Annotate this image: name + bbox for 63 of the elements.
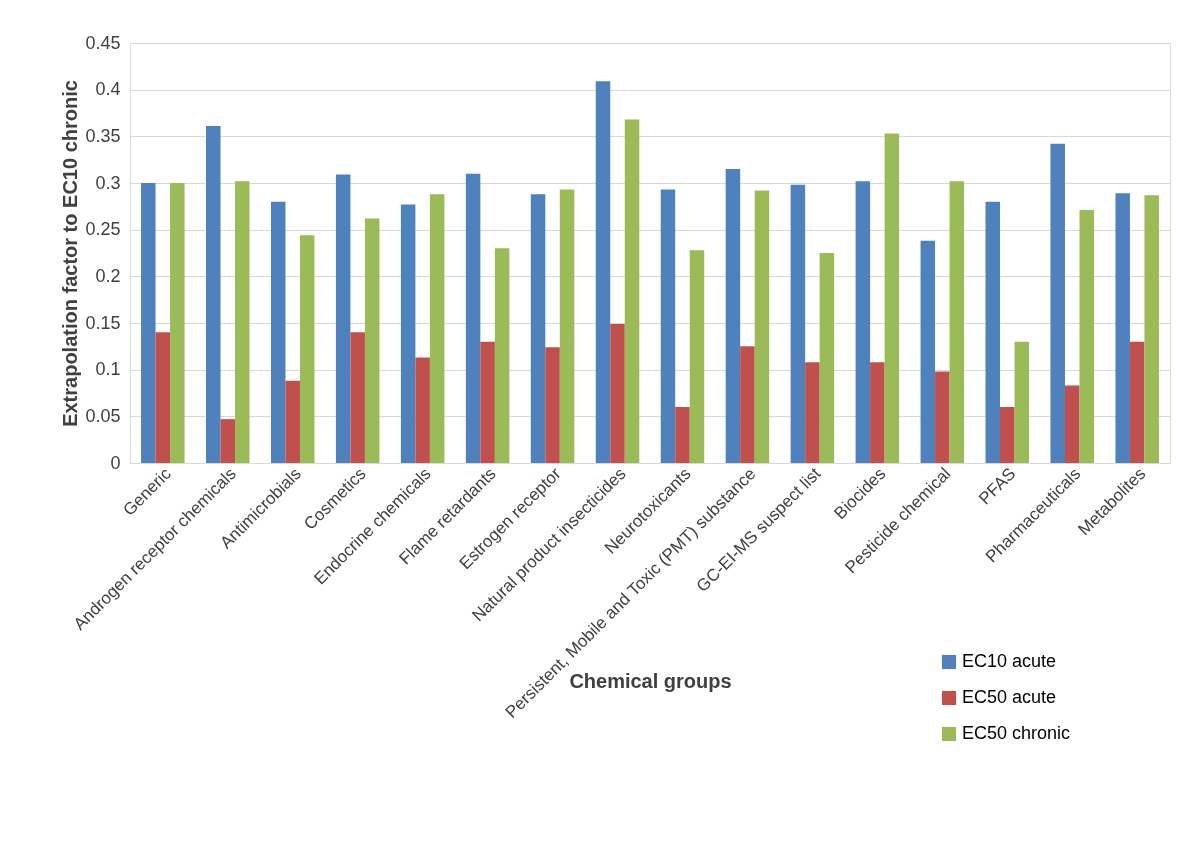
bar [335,174,351,463]
bar [545,347,560,463]
bar [870,362,885,463]
bar [206,126,221,463]
bar [350,332,365,463]
bar [740,346,755,463]
y-tick-label: 0.15 [85,312,121,333]
y-tick-label: 0.25 [85,219,121,240]
bar [170,183,185,463]
bar [920,240,936,463]
y-tick-label: 0.4 [95,79,121,100]
bar [949,181,965,463]
x-axis-title: Chemical groups [569,669,732,692]
bar [1064,385,1080,463]
bar [675,407,690,463]
bar [285,380,300,463]
bar [855,181,871,463]
bar [689,250,705,463]
bar [480,341,495,463]
bar [429,194,445,463]
bar [299,235,315,463]
bar [220,419,236,463]
bar [530,194,546,463]
bar [884,133,900,463]
bar [364,218,380,463]
y-tick-label: 0.05 [85,405,121,426]
bar [595,81,611,463]
y-tick-label: 0.1 [95,359,121,380]
bar [559,189,575,463]
bar [415,357,430,463]
bar [610,323,625,463]
bar [1144,195,1159,463]
bar [1014,341,1030,463]
bar [754,190,770,463]
bar [805,362,820,463]
bar [1050,143,1065,463]
bar [155,332,171,463]
legend-label: EC50 acute [962,687,1057,707]
bar [465,173,481,463]
bar [985,201,1001,463]
bar [725,169,741,463]
bar [1129,341,1145,463]
bar [660,189,676,463]
bar [270,201,286,463]
bar [1115,193,1130,463]
bar [819,253,835,463]
bar [494,248,510,463]
legend-label: EC10 acute [962,651,1057,671]
bar [1079,210,1094,463]
y-tick-label: 0.3 [95,172,121,193]
bar [1000,407,1015,463]
bar [790,184,806,463]
y-tick-label: 0 [110,452,121,473]
y-axis-title: Extrapolation factor to EC10 chronic [59,80,82,427]
bar [235,181,250,463]
legend-label: EC50 chronic [962,723,1071,743]
bar [935,371,950,463]
y-tick-label: 0.45 [85,32,121,53]
bar [624,119,640,463]
y-tick-label: 0.2 [95,265,121,286]
y-tick-label: 0.35 [85,125,121,146]
bar [141,183,156,463]
bar [400,204,416,463]
